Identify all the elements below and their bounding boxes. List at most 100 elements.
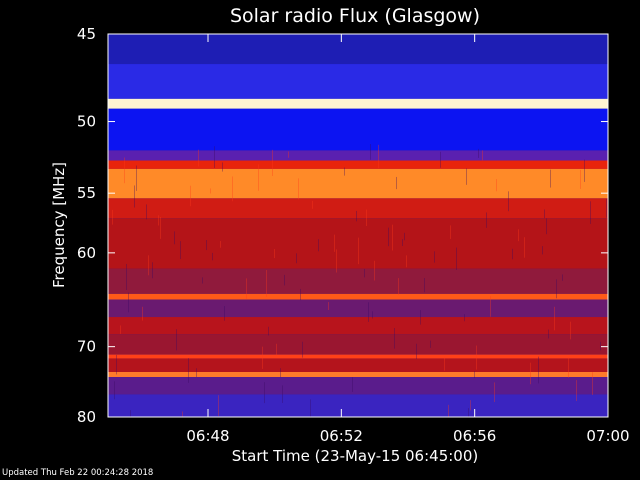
noise-streak <box>568 356 569 378</box>
noise-streak <box>416 343 417 360</box>
noise-streak <box>276 343 277 356</box>
noise-streak <box>440 151 441 168</box>
frequency-band-13 <box>108 317 608 335</box>
frequency-band-10 <box>108 268 608 294</box>
noise-streak <box>130 410 131 417</box>
noise-streak <box>146 204 147 220</box>
noise-streak <box>370 144 371 160</box>
noise-streak <box>222 162 223 172</box>
noise-streak <box>466 168 467 185</box>
noise-streak <box>128 292 129 313</box>
noise-streak <box>468 408 469 417</box>
y-tick-label: 80 <box>77 408 96 426</box>
noise-streak <box>302 341 303 358</box>
noise-streak <box>264 382 265 404</box>
x-tick-label: 06:48 <box>186 427 229 445</box>
noise-streak <box>478 148 479 158</box>
noise-streak <box>590 201 591 224</box>
noise-streak <box>268 326 269 336</box>
noise-streak <box>174 231 175 245</box>
plot-frame <box>107 33 609 418</box>
noise-streak <box>180 241 181 260</box>
noise-streak <box>420 310 421 325</box>
frequency-band-17 <box>108 371 608 378</box>
noise-streak <box>482 150 483 161</box>
noise-streak <box>396 176 397 190</box>
noise-streak <box>300 288 301 301</box>
frequency-band-7 <box>108 168 608 199</box>
noise-streak <box>544 209 545 219</box>
noise-streak <box>148 255 149 276</box>
updated-timestamp: Updated Thu Feb 22 00:24:28 2018 <box>2 468 154 478</box>
frequency-band-15 <box>108 354 608 359</box>
frequency-band-6 <box>108 160 608 169</box>
noise-streak <box>124 157 125 184</box>
noise-streak <box>196 368 197 377</box>
noise-streak <box>584 159 585 182</box>
noise-streak <box>160 216 161 239</box>
chart-title: Solar radio Flux (Glasgow) <box>230 5 480 27</box>
noise-streak <box>220 241 221 248</box>
noise-streak <box>258 164 259 191</box>
noise-streak <box>476 345 477 370</box>
noise-streak <box>188 358 189 383</box>
noise-streak <box>310 399 311 417</box>
noise-streak <box>272 149 273 176</box>
noise-streak <box>606 198 607 218</box>
noise-streak <box>368 302 369 322</box>
noise-streak <box>212 252 213 261</box>
noise-streak <box>448 404 449 417</box>
noise-streak <box>202 277 203 284</box>
noise-streak <box>392 224 393 251</box>
noise-streak <box>266 270 267 297</box>
noise-streak <box>232 176 233 202</box>
noise-streak <box>214 146 215 168</box>
frequency-band-1 <box>108 34 608 65</box>
noise-streak <box>430 340 431 348</box>
noise-streak <box>474 371 475 379</box>
y-tick-label: 60 <box>77 244 96 262</box>
noise-streak <box>206 240 207 251</box>
noise-streak <box>136 165 137 191</box>
noise-streak <box>456 247 457 270</box>
noise-streak <box>490 296 491 317</box>
noise-streak <box>218 395 219 416</box>
noise-streak <box>298 178 299 200</box>
noise-streak <box>158 215 159 226</box>
noise-streak <box>592 372 593 395</box>
noise-streak <box>336 249 337 273</box>
y-tick-label: 50 <box>77 113 96 131</box>
noise-streak <box>562 274 563 281</box>
noise-streak <box>262 346 263 369</box>
noise-streak <box>388 227 389 247</box>
frequency-band-2 <box>108 64 608 99</box>
frequency-band-11 <box>108 293 608 300</box>
x-tick-label: 06:52 <box>320 427 363 445</box>
noise-streak <box>210 188 211 194</box>
noise-streak <box>496 179 497 192</box>
noise-streak <box>374 260 375 281</box>
y-tick-label: 55 <box>77 184 96 202</box>
frequency-band-9 <box>108 218 608 269</box>
noise-streak <box>364 268 365 278</box>
noise-streak <box>284 274 285 286</box>
noise-streak <box>508 191 509 212</box>
noise-streak <box>450 225 451 239</box>
noise-streak <box>372 311 373 319</box>
noise-streak <box>356 210 357 222</box>
frequency-band-18 <box>108 377 608 395</box>
noise-streak <box>398 278 399 295</box>
frequency-band-14 <box>108 334 608 355</box>
noise-streak <box>538 356 539 384</box>
noise-streak <box>328 302 329 310</box>
y-axis-label: Frequency [MHz] <box>50 162 68 288</box>
noise-streak <box>246 278 247 299</box>
noise-streak <box>274 249 275 259</box>
noise-streak <box>444 356 445 371</box>
noise-streak <box>358 237 359 265</box>
noise-streak <box>296 253 297 264</box>
y-axis-ticks: 45 50 55 60 70 80 <box>77 25 608 426</box>
noise-streak <box>406 255 407 268</box>
noise-streak <box>434 251 435 263</box>
